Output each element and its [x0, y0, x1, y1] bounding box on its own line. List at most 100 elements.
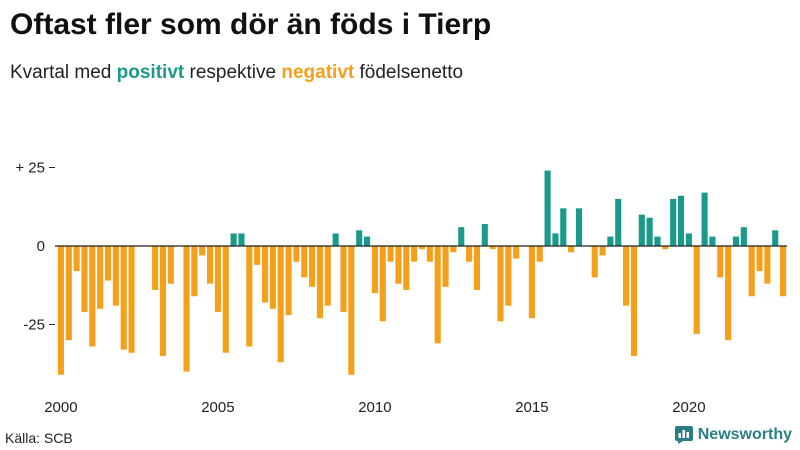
bar-2021-q2: [725, 246, 732, 341]
bar-2015-q4: [552, 233, 559, 246]
bar-2015-q3: [544, 170, 551, 246]
bar-2000-q1: [57, 246, 64, 375]
bar-2020-q4: [709, 236, 716, 246]
bar-2008-q1: [309, 246, 316, 287]
bar-2011-q1: [403, 246, 410, 290]
bar-2016-q3: [575, 208, 583, 246]
chart-subtitle: Kvartal med positivt respektive negativt…: [10, 62, 463, 84]
bar-2018-q2: [630, 246, 637, 356]
bar-2003-q2: [159, 246, 167, 356]
bar-chart-speech-icon: [674, 426, 693, 444]
bar-2018-q3: [638, 214, 645, 246]
subtitle-positive-label: positivt: [116, 62, 185, 83]
bar-2012-q4: [458, 227, 465, 246]
bar-2010-q3: [387, 246, 394, 262]
bar-2007-q2: [285, 246, 292, 316]
source-label: Källa: SCB: [5, 430, 73, 446]
bar-2009-q4: [363, 236, 371, 246]
bar-2017-q4: [615, 198, 622, 246]
bar-2015-q2: [536, 246, 543, 262]
bar-2001-q2: [97, 246, 104, 309]
bar-2000-q3: [73, 246, 80, 272]
bar-2018-q4: [646, 217, 653, 246]
bar-2004-q1: [183, 246, 190, 372]
bar-2022-q4: [772, 230, 779, 246]
bar-2022-q3: [764, 246, 771, 284]
bar-2010-q4: [395, 246, 402, 284]
bar-2016-q1: [560, 208, 567, 246]
y-tick-label: + 25: [15, 160, 45, 177]
subtitle-prefix: Kvartal med: [10, 62, 117, 83]
bar-2019-q1: [654, 236, 661, 246]
bar-2003-q3: [167, 246, 174, 284]
bar-2018-q1: [623, 246, 630, 306]
bar-2023-q1: [780, 246, 787, 297]
bar-2008-q3: [324, 246, 331, 306]
brand-logo[interactable]: Newsworthy: [674, 426, 792, 444]
bar-2006-q1: [246, 246, 253, 347]
subtitle-suffix: födelsenetto: [354, 62, 464, 83]
bar-2010-q2: [379, 246, 386, 322]
bar-2006-q4: [269, 246, 276, 309]
bar-2005-q2: [222, 246, 229, 353]
bar-2013-q1: [466, 246, 473, 262]
bar-2001-q3: [104, 246, 112, 281]
subtitle-middle: respektive: [184, 62, 282, 83]
bar-2011-q2: [411, 246, 418, 262]
y-tick-label: -25: [23, 317, 45, 334]
bar-2011-q3: [418, 246, 426, 250]
bar-2013-q2: [473, 246, 480, 290]
bar-2000-q4: [81, 246, 88, 312]
bar-2013-q4: [489, 246, 496, 250]
bar-2012-q2: [442, 246, 449, 287]
bar-2016-q2: [568, 246, 575, 253]
bar-2006-q2: [254, 246, 261, 265]
bar-2021-q1: [717, 246, 724, 278]
bar-2009-q1: [340, 246, 347, 312]
bar-2012-q1: [434, 246, 441, 344]
bar-2004-q2: [191, 246, 198, 297]
bar-2005-q3: [230, 233, 237, 246]
bar-2005-q4: [238, 233, 245, 246]
bar-2011-q4: [426, 246, 433, 262]
bar-2020-q1: [685, 233, 692, 246]
bar-2014-q3: [513, 246, 520, 259]
bar-2008-q2: [316, 246, 324, 319]
bar-2021-q4: [740, 227, 747, 246]
bar-2009-q2: [348, 246, 355, 375]
x-tick-label: 2005: [201, 399, 234, 416]
bar-2017-q2: [599, 246, 606, 256]
bar-2022-q1: [748, 246, 755, 297]
bar-2007-q4: [301, 246, 308, 278]
bar-2015-q1: [528, 246, 535, 319]
bar-2003-q1: [152, 246, 159, 290]
bar-2001-q1: [89, 246, 96, 347]
bar-2004-q4: [207, 246, 214, 284]
brand-name: Newsworthy: [697, 426, 792, 443]
bar-2019-q2: [662, 246, 669, 250]
chart-title: Oftast fler som dör än föds i Tierp: [10, 8, 492, 41]
bar-2008-q4: [332, 233, 339, 246]
bar-2017-q1: [591, 246, 598, 278]
bar-2020-q3: [701, 192, 708, 246]
bar-2000-q2: [65, 246, 72, 341]
x-tick-label: 2000: [44, 399, 77, 416]
bar-2007-q1: [277, 246, 284, 363]
bar-2017-q3: [607, 236, 614, 246]
bar-2022-q2: [756, 246, 763, 272]
bar-2019-q3: [670, 198, 677, 246]
bar-2019-q4: [677, 195, 685, 246]
bar-2014-q1: [497, 246, 504, 322]
bar-2005-q1: [214, 246, 221, 312]
bar-2001-q4: [112, 246, 119, 306]
x-tick-label: 2015: [515, 399, 548, 416]
bar-2014-q2: [505, 246, 512, 306]
y-tick-label: 0: [37, 238, 45, 255]
bar-2006-q3: [261, 246, 269, 303]
bar-2020-q2: [693, 246, 700, 334]
bar-2012-q3: [450, 246, 457, 253]
bar-2004-q3: [199, 246, 206, 256]
bar-2002-q2: [128, 246, 135, 353]
subtitle-negative-label: negativt: [281, 62, 355, 83]
